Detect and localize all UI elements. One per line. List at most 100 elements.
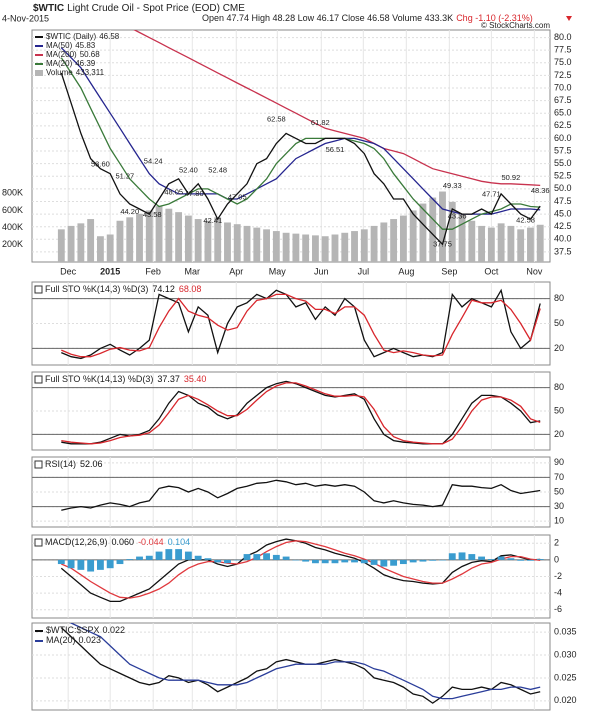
- volume-bar: [253, 227, 261, 262]
- series-line: [60, 538, 541, 603]
- subtitle: Light Crude Oil - Spot Price (EOD) CME: [67, 3, 245, 14]
- volume-bar: [439, 191, 446, 262]
- volume-bar: [175, 212, 183, 262]
- histogram-bar: [497, 556, 505, 560]
- y-tick-label: -4: [554, 587, 562, 597]
- histogram-bar: [106, 559, 114, 569]
- panel-title: MACD(12,26,9): [45, 537, 108, 547]
- y-tick-label: 57.5: [554, 145, 572, 155]
- histogram-bar: [194, 555, 202, 560]
- volume-bar: [272, 231, 280, 262]
- price-annotation: 47.80: [185, 189, 204, 198]
- plot-area: [61, 479, 541, 511]
- y-tick-label: 50: [554, 318, 564, 328]
- x-tick-label: Jul: [358, 266, 370, 276]
- volume-bar: [399, 215, 407, 262]
- x-tick-label: 2015: [100, 266, 120, 276]
- legend-value: 52.06: [80, 459, 103, 469]
- plot-area: [57, 538, 544, 603]
- price-annotation: 51.27: [115, 171, 134, 180]
- legend-icon: [34, 375, 43, 384]
- volume-bar: [224, 222, 231, 262]
- price-annotation: 47.05: [228, 193, 247, 202]
- y-tick-label: 0.020: [554, 695, 577, 705]
- y-tick-label: 37.5: [554, 246, 572, 256]
- histogram-bar: [272, 554, 280, 560]
- series-line: [133, 30, 541, 187]
- legend-value: 0.023: [79, 635, 102, 645]
- volume-bar: [302, 234, 310, 262]
- series-line: [61, 380, 541, 445]
- y-tick-label: 65.0: [554, 108, 572, 118]
- symbol: $WTIC: [33, 3, 64, 14]
- y-tick-label: 10: [554, 516, 564, 526]
- x-tick-label: Feb: [145, 266, 161, 276]
- histogram-bar: [517, 559, 525, 561]
- y-tick-label: 47.5: [554, 196, 572, 206]
- histogram-bar: [233, 559, 241, 561]
- legend-icon: [34, 460, 43, 469]
- histogram-bar: [184, 551, 192, 560]
- legend-value: 0.022: [103, 625, 126, 635]
- series-line: [61, 293, 541, 358]
- volume-bar: [184, 215, 192, 262]
- volume-bar: [214, 217, 222, 262]
- price-annotation: 44.20: [120, 207, 139, 216]
- panel-frame: [31, 371, 551, 451]
- quote: Open 47.74 High 48.28 Low 46.17 Close 46…: [202, 13, 453, 23]
- legend-entry: MA(20) 46.39: [46, 59, 96, 68]
- panel-title: Full STO %K(14,3) %D(3): [45, 284, 148, 294]
- volume-bar: [77, 223, 85, 262]
- volume-bar: [136, 213, 143, 262]
- legend-value: 0.104: [168, 537, 191, 547]
- y-tick-label: 70.0: [554, 82, 572, 92]
- legend-icon: [34, 285, 43, 294]
- price-annotation: 48.36: [531, 186, 550, 195]
- price-annotation: 53.60: [91, 160, 110, 169]
- histogram-bar: [96, 559, 104, 570]
- legend-value: 35.40: [184, 374, 207, 384]
- price-annotation: 50.92: [502, 173, 521, 182]
- volume-bar: [312, 235, 319, 262]
- panel-legend: Full STO %K(14,3) %D(3) 74.12 68.08: [45, 284, 201, 294]
- volume-bar: [360, 229, 368, 262]
- histogram-bar: [341, 559, 349, 563]
- volume-bar: [321, 236, 329, 262]
- price-annotation: 52.40: [179, 166, 198, 175]
- volume-bar: [126, 217, 134, 262]
- volume-bar: [106, 234, 114, 262]
- histogram-bar: [263, 553, 270, 560]
- x-tick-label: Sep: [441, 266, 457, 276]
- histogram-bar: [419, 559, 427, 562]
- volume-bar: [87, 219, 95, 262]
- histogram-bar: [175, 549, 183, 560]
- legend-value: 0.060: [112, 537, 135, 547]
- x-tick-label: Apr: [229, 266, 243, 276]
- legend-value: 45.83: [75, 41, 96, 50]
- histogram-bar: [448, 553, 456, 560]
- histogram-bar: [439, 559, 446, 561]
- price-annotation: 43.58: [143, 210, 162, 219]
- volume-bar: [507, 225, 515, 262]
- volume-bar: [351, 231, 358, 262]
- legend-value: 68.08: [179, 284, 202, 294]
- price-annotation: 48.05: [164, 188, 183, 197]
- legend-value: 46.58: [99, 32, 120, 41]
- histogram-bar: [487, 559, 495, 560]
- histogram-bar: [214, 559, 222, 563]
- price-annotation: 62.58: [267, 114, 286, 123]
- x-tick-label: Jun: [314, 266, 329, 276]
- histogram-bar: [126, 559, 134, 560]
- volume-bar: [497, 223, 505, 262]
- volume-bar: [263, 229, 270, 262]
- price-annotation: 42.41: [203, 216, 222, 225]
- volume-bar: [429, 197, 437, 262]
- histogram-bar: [478, 556, 486, 560]
- y-tick-label: 50: [554, 486, 564, 496]
- histogram-bar: [321, 559, 329, 564]
- price-annotation: 61.82: [311, 118, 330, 127]
- histogram-bar: [87, 559, 95, 572]
- price-annotation: 43.36: [448, 211, 467, 220]
- y-tick-label: 0.025: [554, 672, 577, 682]
